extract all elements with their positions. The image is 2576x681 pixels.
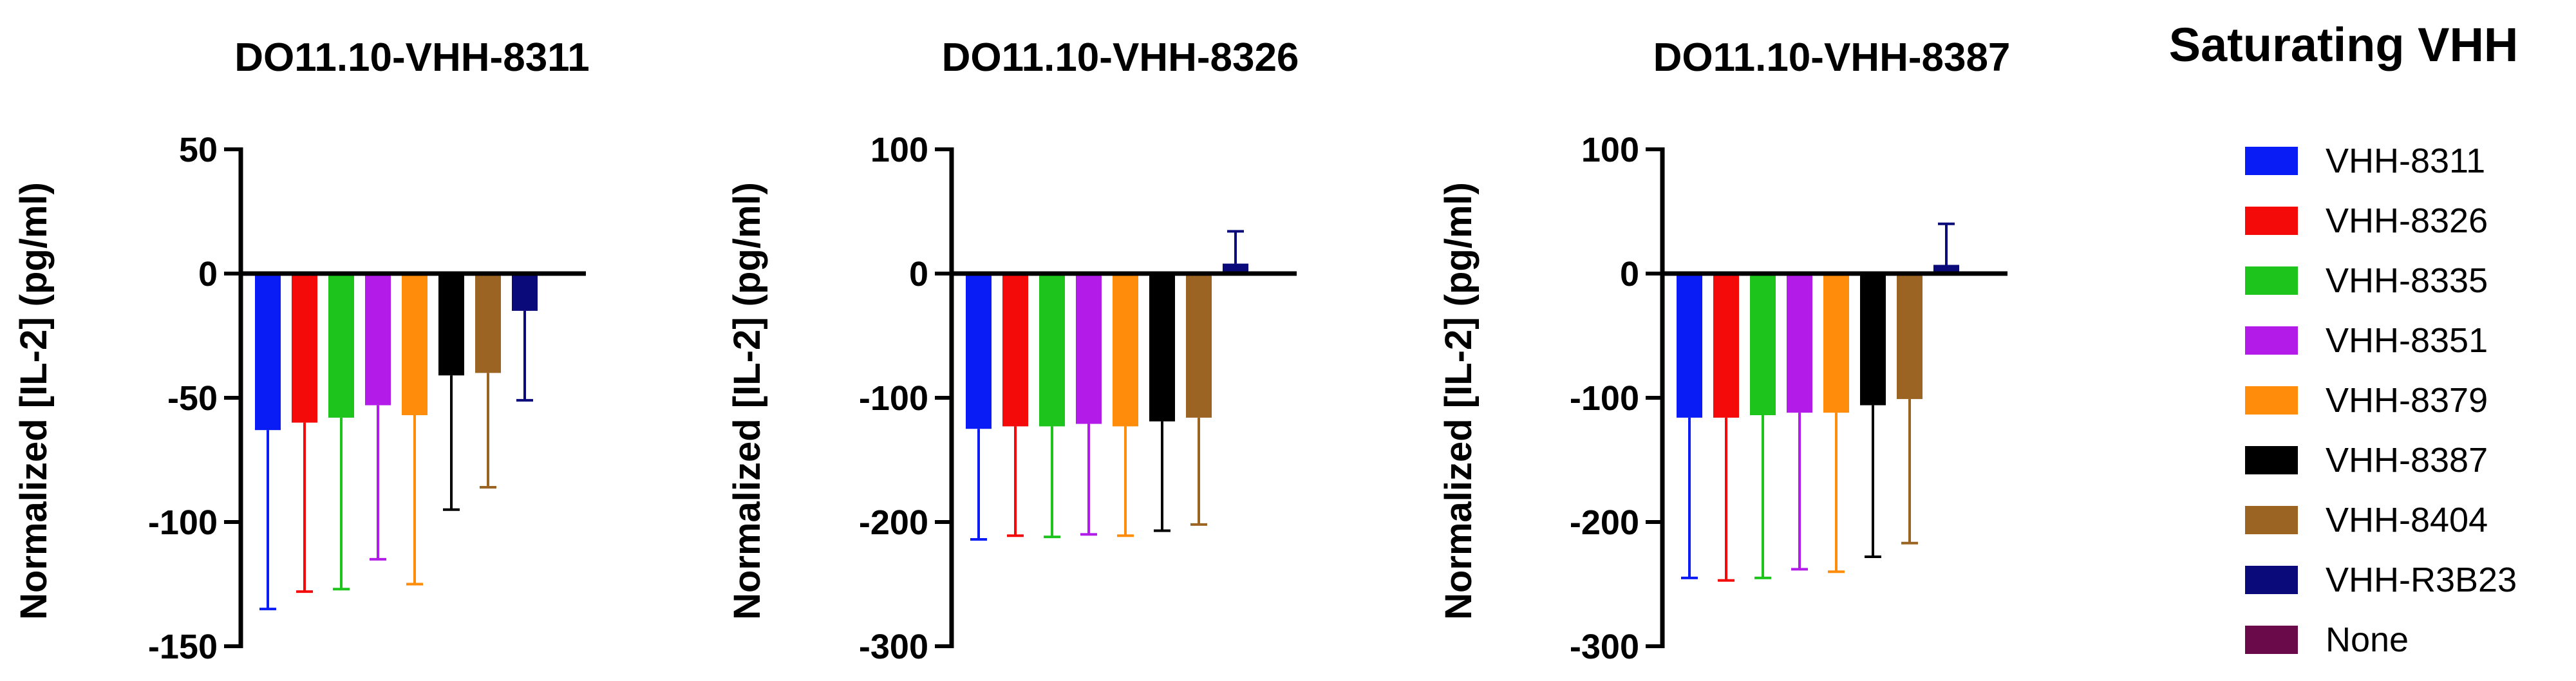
legend-swatch [2245, 566, 2298, 594]
legend-swatch [2245, 626, 2298, 654]
legend-item: VHH-8326 [2245, 201, 2488, 240]
chart-title: DO11.10-VHH-8311 [234, 35, 589, 80]
bar-vhh-8335 [1750, 274, 1776, 416]
legend-label: VHH-8387 [2326, 441, 2488, 480]
legend-label: VHH-8379 [2326, 381, 2488, 420]
bar-vhh-8387 [1149, 274, 1175, 422]
legend-item: VHH-R3B23 [2245, 561, 2517, 599]
y-tick-label: -100 [1570, 379, 1639, 418]
y-axis-label: Normalized [IL-2] (pg/ml) [13, 182, 55, 620]
bar-vhh-8387 [438, 274, 464, 376]
y-tick-label: 100 [870, 131, 928, 169]
bar-vhh-8311 [1677, 274, 1702, 418]
bar-vhh-8379 [402, 274, 428, 416]
bar-vhh-r3b23 [512, 274, 538, 311]
legend-title: Saturating VHH [2169, 18, 2519, 71]
bar-vhh-8404 [1897, 274, 1923, 399]
legend-swatch [2245, 386, 2298, 415]
chart-panel-3: DO11.10-VHH-8387 Normalized [IL-2] (pg/ml… [1438, 35, 2010, 666]
y-tick-label: -200 [859, 503, 928, 542]
chart-panel-1: DO11.10-VHH-8311 Normalized [IL-2] (pg/ml… [13, 35, 590, 666]
legend-swatch [2245, 326, 2298, 355]
legend-label: VHH-8326 [2326, 201, 2488, 240]
y-tick-label: 50 [179, 131, 218, 169]
legend: Saturating VHH VHH-8311 VHH-8326 VHH-8335 V… [2169, 18, 2519, 659]
bar-vhh-8335 [1039, 274, 1065, 427]
bar-vhh-8379 [1113, 274, 1138, 427]
y-tick-label: -100 [859, 379, 928, 418]
legend-item: VHH-8387 [2245, 441, 2488, 480]
bar-vhh-8404 [475, 274, 501, 373]
y-tick-label: 100 [1581, 131, 1639, 169]
bar-vhh-8351 [365, 274, 391, 406]
legend-item: VHH-8404 [2245, 501, 2488, 539]
bar-vhh-8311 [255, 274, 281, 431]
bar-vhh-8379 [1823, 274, 1849, 413]
chart-panel-2: DO11.10-VHH-8326 Normalized [IL-2] (pg/ml… [726, 35, 1299, 666]
legend-item: VHH-8335 [2245, 261, 2488, 300]
y-tick-label: 0 [1620, 255, 1639, 294]
bar-vhh-8326 [1713, 274, 1739, 418]
legend-swatch [2245, 266, 2298, 295]
bar-vhh-8404 [1186, 274, 1212, 418]
legend-label: VHH-8335 [2326, 261, 2488, 300]
y-tick-label: -300 [1570, 628, 1639, 666]
legend-swatch [2245, 446, 2298, 474]
bar-vhh-8311 [966, 274, 992, 429]
legend-swatch [2245, 207, 2298, 235]
legend-swatch [2245, 506, 2298, 534]
chart-title: DO11.10-VHH-8387 [1653, 35, 2011, 80]
legend-label: VHH-8311 [2326, 142, 2485, 180]
chart-title: DO11.10-VHH-8326 [942, 35, 1299, 80]
legend-label: VHH-R3B23 [2326, 561, 2517, 599]
y-tick-label: -300 [859, 628, 928, 666]
y-tick-label: 0 [909, 255, 928, 294]
legend-label: VHH-8404 [2326, 501, 2488, 539]
bar-vhh-8387 [1860, 274, 1886, 406]
y-axis-label: Normalized [IL-2] (pg/ml) [1438, 182, 1480, 620]
legend-label: VHH-8351 [2326, 321, 2488, 360]
y-tick-label: -50 [167, 379, 218, 418]
bar-vhh-8351 [1076, 274, 1102, 424]
y-tick-label: -150 [148, 628, 218, 666]
y-tick-label: -200 [1570, 503, 1639, 542]
bar-vhh-8326 [1002, 274, 1028, 427]
bar-vhh-8326 [292, 274, 317, 423]
y-tick-label: 0 [198, 255, 218, 294]
bar-vhh-8335 [328, 274, 354, 418]
legend-item: VHH-8379 [2245, 381, 2488, 420]
legend-item: None [2245, 620, 2409, 659]
legend-item: VHH-8311 [2245, 142, 2485, 180]
legend-label: None [2326, 620, 2409, 659]
bar-vhh-8351 [1787, 274, 1812, 413]
y-tick-label: -100 [148, 503, 218, 542]
y-axis-label: Normalized [IL-2] (pg/ml) [726, 182, 768, 620]
bar-vhh-r3b23 [1223, 263, 1248, 274]
legend-item: VHH-8351 [2245, 321, 2488, 360]
legend-swatch [2245, 147, 2298, 175]
